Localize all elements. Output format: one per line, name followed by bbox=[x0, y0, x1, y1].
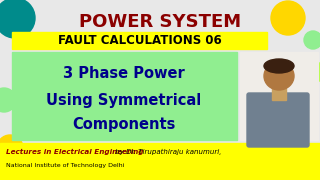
Text: Components: Components bbox=[72, 118, 176, 132]
Bar bbox=[12, 52, 237, 140]
FancyBboxPatch shape bbox=[247, 93, 309, 147]
Circle shape bbox=[0, 135, 23, 161]
Text: POWER SYSTEM: POWER SYSTEM bbox=[79, 13, 241, 31]
Ellipse shape bbox=[264, 62, 294, 90]
Circle shape bbox=[0, 0, 35, 38]
Text: FAULT CALCULATIONS 06: FAULT CALCULATIONS 06 bbox=[58, 34, 222, 47]
Bar bbox=[240, 52, 318, 140]
Bar bbox=[272, 88, 286, 100]
Circle shape bbox=[271, 1, 305, 35]
Bar bbox=[0, 143, 320, 180]
Bar bbox=[12, 32, 267, 49]
Ellipse shape bbox=[264, 59, 294, 73]
Circle shape bbox=[304, 31, 320, 49]
Text: 3 Phase Power: 3 Phase Power bbox=[63, 66, 185, 82]
Text: by Dr. Tirupathiraju kanumuri,: by Dr. Tirupathiraju kanumuri, bbox=[113, 149, 221, 155]
Circle shape bbox=[0, 88, 16, 112]
Text: Using Symmetrical: Using Symmetrical bbox=[46, 93, 202, 109]
Circle shape bbox=[302, 61, 320, 83]
Text: National Institute of Technology Delhi: National Institute of Technology Delhi bbox=[6, 163, 124, 168]
Text: Lectures in Electrical Engineering: Lectures in Electrical Engineering bbox=[6, 149, 143, 155]
